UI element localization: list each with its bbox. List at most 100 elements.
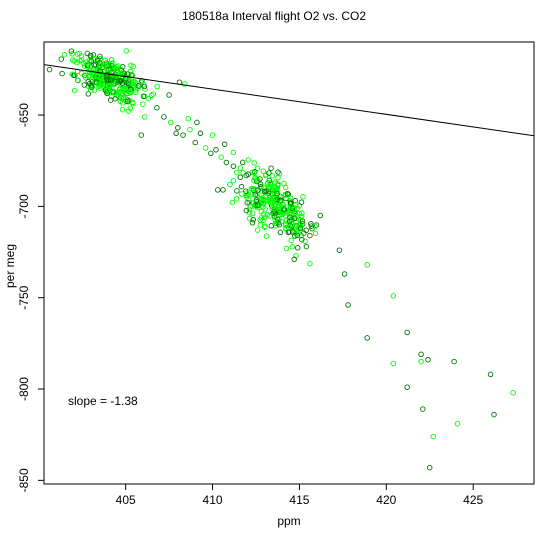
- data-point: [298, 199, 305, 205]
- data-point: [104, 65, 111, 72]
- data-point: [135, 85, 141, 91]
- data-point: [227, 181, 233, 188]
- data-point: [252, 203, 258, 210]
- data-point: [251, 170, 257, 176]
- data-point: [220, 187, 226, 193]
- data-point: [454, 420, 461, 427]
- slope-annotation: slope = -1.38: [68, 394, 138, 408]
- data-point: [283, 245, 290, 252]
- data-point: [239, 191, 245, 197]
- data-point: [71, 72, 78, 78]
- data-point: [257, 222, 264, 228]
- data-point: [238, 183, 245, 190]
- data-point: [122, 85, 129, 92]
- y-axis: -650 -700 -750 -800 -850: [17, 103, 44, 492]
- data-point: [283, 225, 289, 231]
- data-point: [272, 201, 278, 207]
- data-point: [185, 115, 191, 122]
- data-point: [491, 411, 497, 418]
- data-points: [46, 48, 516, 471]
- data-point: [229, 199, 236, 206]
- data-point: [300, 194, 306, 200]
- data-point: [69, 51, 75, 57]
- data-point: [61, 51, 68, 58]
- data-point: [275, 169, 281, 175]
- data-point: [279, 218, 285, 225]
- data-point: [390, 360, 397, 367]
- data-point: [299, 218, 306, 224]
- data-point: [130, 81, 136, 88]
- data-point: [307, 232, 313, 239]
- data-point: [209, 132, 216, 138]
- data-point: [97, 60, 103, 66]
- data-point: [282, 184, 289, 191]
- data-point: [298, 213, 305, 219]
- data-point: [289, 244, 296, 250]
- data-point: [104, 72, 111, 78]
- data-point: [230, 163, 237, 169]
- data-point: [274, 190, 280, 197]
- data-point: [268, 165, 274, 171]
- data-point: [86, 72, 92, 79]
- chart-title: 180518a Interval flight O2 vs. CO2: [182, 9, 366, 23]
- data-point: [292, 233, 298, 239]
- data-point: [303, 243, 310, 250]
- data-point: [275, 218, 281, 225]
- data-point: [119, 106, 126, 113]
- data-point: [125, 98, 131, 105]
- data-point: [141, 83, 148, 90]
- data-point: [291, 256, 297, 263]
- data-point: [115, 92, 122, 98]
- data-point: [239, 159, 246, 166]
- data-point: [250, 216, 256, 223]
- data-point: [140, 101, 146, 107]
- data-point: [161, 114, 167, 120]
- data-point: [242, 188, 249, 194]
- data-point: [81, 82, 88, 88]
- data-point: [230, 149, 237, 156]
- data-point: [244, 199, 251, 206]
- data-point: [261, 214, 268, 221]
- data-point: [418, 351, 424, 358]
- data-point: [263, 233, 270, 239]
- data-point: [192, 139, 198, 146]
- data-point: [451, 358, 457, 365]
- data-point: [105, 86, 112, 93]
- data-point: [303, 227, 309, 234]
- data-point: [145, 95, 152, 102]
- data-point: [288, 237, 294, 244]
- x-tick-label: 415: [289, 493, 309, 507]
- data-point: [364, 335, 370, 341]
- data-point: [313, 222, 320, 228]
- data-point: [307, 260, 313, 267]
- data-point: [120, 94, 127, 100]
- data-point: [426, 464, 433, 471]
- data-point: [280, 201, 286, 207]
- data-point: [294, 245, 301, 251]
- data-point: [87, 67, 94, 73]
- data-point: [130, 63, 136, 70]
- data-point: [208, 150, 214, 157]
- data-point: [123, 48, 130, 54]
- data-point: [234, 188, 240, 194]
- data-point: [274, 188, 280, 194]
- data-point: [104, 90, 110, 97]
- data-point: [215, 187, 221, 193]
- data-point: [287, 214, 293, 221]
- data-point: [175, 125, 181, 131]
- data-point: [262, 206, 268, 212]
- data-point: [59, 70, 65, 77]
- x-axis: 405 410 415 420 425: [116, 484, 484, 507]
- data-point: [272, 202, 279, 208]
- data-point: [487, 371, 494, 378]
- data-point: [299, 236, 305, 243]
- data-point: [425, 357, 431, 363]
- data-point: [271, 208, 277, 215]
- y-tick-label: -750: [17, 285, 31, 309]
- data-point: [266, 185, 273, 191]
- data-point: [246, 215, 253, 222]
- data-point: [46, 66, 53, 73]
- data-point: [272, 217, 278, 223]
- data-point: [187, 126, 193, 133]
- data-point: [430, 433, 436, 440]
